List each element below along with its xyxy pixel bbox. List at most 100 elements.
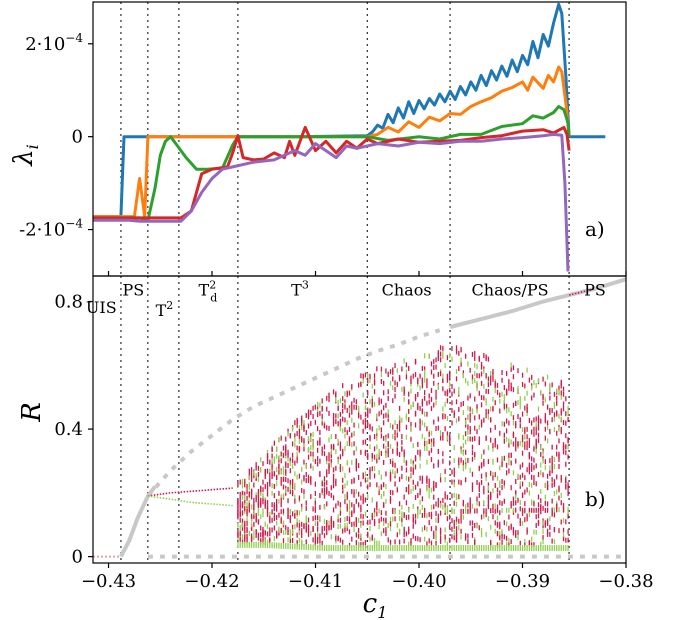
cloud-mark xyxy=(551,444,553,450)
cloud-mark xyxy=(535,422,537,428)
cloud-mark xyxy=(519,517,521,523)
cloud-mark xyxy=(282,538,285,544)
cloud-mark xyxy=(337,536,339,542)
cloud-mark xyxy=(342,477,344,483)
cloud-mark xyxy=(316,409,319,415)
cloud-mark xyxy=(373,545,376,552)
cloud-mark xyxy=(280,469,282,475)
cloud-mark xyxy=(556,400,558,406)
cloud-mark xyxy=(330,485,332,491)
cloud-mark xyxy=(282,493,285,499)
cloud-mark xyxy=(556,507,558,513)
cloud-mark xyxy=(389,521,392,527)
cloud-mark xyxy=(499,482,501,488)
cloud-mark xyxy=(435,483,437,489)
cloud-mark xyxy=(394,363,396,369)
cloud-mark xyxy=(446,377,449,383)
cloud-mark xyxy=(512,387,515,393)
cloud-mark xyxy=(298,447,301,453)
cloud-mark xyxy=(551,462,553,468)
cloud-mark xyxy=(517,530,519,536)
cloud-mark xyxy=(337,406,339,412)
cloud-mark xyxy=(528,469,531,475)
cloud-mark xyxy=(383,502,385,508)
cloud-mark xyxy=(478,501,480,507)
cloud-mark xyxy=(442,497,444,503)
cloud-mark xyxy=(355,404,357,410)
cloud-mark xyxy=(312,440,314,446)
cloud-mark xyxy=(453,500,455,506)
cloud-mark xyxy=(423,390,426,396)
cloud-mark xyxy=(360,414,362,420)
cloud-mark xyxy=(285,525,287,531)
cloud-mark xyxy=(250,494,253,500)
cloud-mark xyxy=(455,399,458,405)
cloud-mark xyxy=(371,535,373,541)
cloud-mark xyxy=(241,541,244,548)
cloud-mark xyxy=(562,502,565,508)
cloud-mark xyxy=(385,471,387,477)
cloud-mark xyxy=(515,507,517,513)
cloud-mark xyxy=(401,439,403,445)
cloud-mark xyxy=(369,526,371,532)
cloud-mark xyxy=(255,497,257,503)
cloud-mark xyxy=(483,383,485,389)
cloud-mark xyxy=(423,395,426,401)
cloud-mark xyxy=(474,362,476,368)
cloud-mark xyxy=(505,408,508,414)
cloud-mark xyxy=(273,542,276,549)
cloud-mark xyxy=(255,529,257,535)
cloud-mark xyxy=(307,438,310,444)
cloud-mark xyxy=(319,538,321,544)
cloud-mark xyxy=(278,498,280,504)
cloud-mark xyxy=(294,485,296,491)
cloud-mark xyxy=(389,476,392,482)
cloud-mark xyxy=(271,502,273,508)
cloud-mark xyxy=(376,428,378,434)
cloud-mark xyxy=(519,483,521,489)
cloud-mark xyxy=(246,501,248,507)
cloud-mark xyxy=(446,373,449,379)
cloud-mark xyxy=(433,494,435,500)
cloud-mark xyxy=(271,453,273,459)
cloud-mark xyxy=(478,436,480,442)
cloud-mark xyxy=(565,478,567,484)
cloud-mark xyxy=(314,533,317,539)
cloud-mark xyxy=(428,399,430,405)
cloud-mark xyxy=(332,389,335,395)
cloud-mark xyxy=(485,476,487,482)
cloud-mark xyxy=(444,534,446,540)
cloud-mark xyxy=(271,509,273,515)
cloud-mark xyxy=(531,462,533,468)
cloud-mark xyxy=(505,470,508,476)
cloud-mark xyxy=(253,504,255,510)
cloud-mark xyxy=(485,508,487,514)
cloud-mark xyxy=(373,401,376,407)
cloud-mark xyxy=(453,523,455,529)
cloud-mark xyxy=(296,543,298,550)
cloud-mark xyxy=(435,501,437,507)
cloud-mark xyxy=(526,467,528,473)
cloud-mark xyxy=(460,401,462,407)
cloud-mark xyxy=(467,508,469,514)
cloud-mark xyxy=(266,500,269,506)
cloud-mark xyxy=(380,516,383,522)
cloud-mark xyxy=(546,480,549,486)
cloud-mark xyxy=(392,376,394,382)
cloud-mark xyxy=(246,508,248,514)
cloud-mark xyxy=(371,383,373,389)
cloud-mark xyxy=(487,504,490,510)
cloud-mark xyxy=(266,481,269,487)
cloud-mark xyxy=(528,512,531,518)
cloud-mark xyxy=(387,441,389,447)
cloud-mark xyxy=(533,475,535,481)
cloud-mark xyxy=(289,433,291,439)
cloud-mark xyxy=(499,500,501,506)
regime-label: T2 xyxy=(156,299,174,320)
cloud-mark xyxy=(398,529,401,535)
cloud-mark xyxy=(398,476,401,482)
cloud-mark xyxy=(285,453,287,459)
cloud-mark xyxy=(271,446,273,452)
cloud-mark xyxy=(262,499,264,505)
cloud-mark xyxy=(346,506,348,512)
